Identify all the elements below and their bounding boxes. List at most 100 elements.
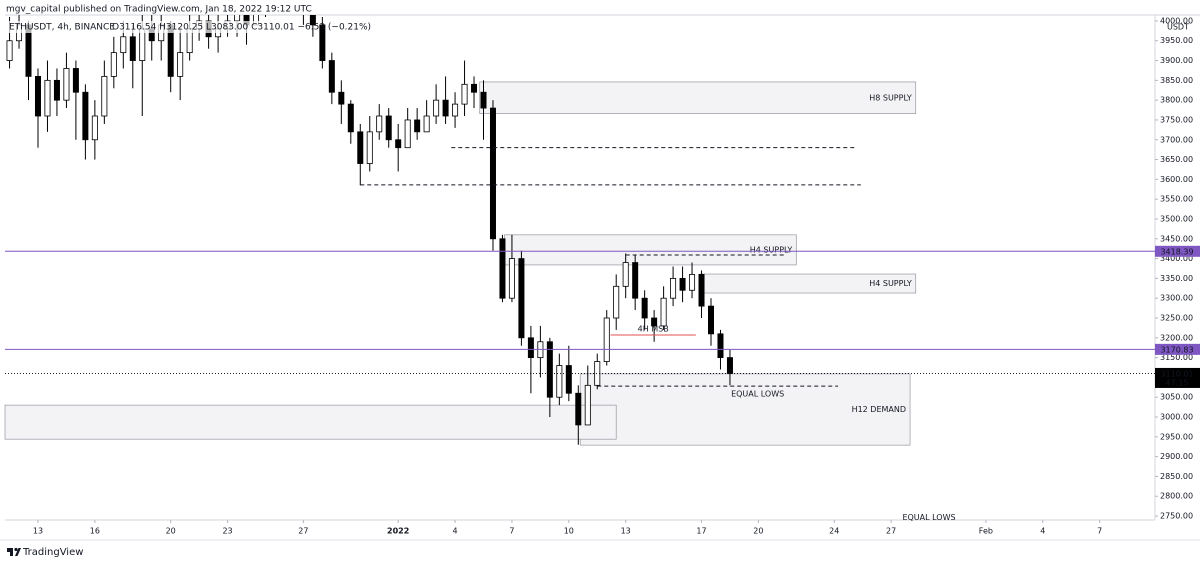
logo <box>7 547 21 556</box>
price-tag <box>1155 245 1200 257</box>
candle-body <box>423 115 430 133</box>
x-tick-label: Feb <box>979 527 993 536</box>
zone-label: H4 SUPPLY <box>869 279 912 288</box>
price-tag-label: 3170.83 <box>1160 345 1193 354</box>
brand: TradingView <box>22 547 83 558</box>
zone <box>479 81 917 114</box>
ohlc: O3116.54 H3120.25 L3083.00 C3110.01 −6.5… <box>112 23 371 33</box>
candle-body <box>319 24 326 61</box>
candle-body <box>44 79 51 117</box>
candle-body <box>708 305 715 335</box>
symbol: ETHUSDT, 4h, BINANCE <box>9 23 115 33</box>
candle-body <box>651 317 658 327</box>
currency: USDT <box>1167 23 1189 32</box>
x-tick-label: 4 <box>1040 527 1045 536</box>
y-tick-label: 3200.00 <box>1160 333 1193 342</box>
y-tick-label: 3750.00 <box>1160 115 1193 124</box>
candle-body <box>546 341 553 398</box>
level-label: 4H MSB <box>638 325 669 334</box>
candle-body <box>366 131 373 164</box>
y-tick-label: 3550.00 <box>1160 195 1193 204</box>
candle-body <box>101 75 108 117</box>
x-tick-label: 13 <box>621 527 631 536</box>
y-tick-label: 3300.00 <box>1160 294 1193 303</box>
y-tick-label: 2850.00 <box>1160 472 1193 481</box>
candle-body <box>234 15 241 22</box>
candle-body <box>632 262 639 299</box>
y-tick-label: 3850.00 <box>1160 76 1193 85</box>
y-tick-label: 2750.00 <box>1160 512 1193 521</box>
candle-body <box>660 297 667 327</box>
candle-body <box>584 384 591 426</box>
candle-body <box>385 115 392 141</box>
candle-body <box>357 131 364 164</box>
price-tag <box>1155 367 1200 388</box>
x-tick-label: 4 <box>453 527 458 536</box>
y-tick-label: 3450.00 <box>1160 234 1193 243</box>
x-tick-label: 16 <box>90 527 100 536</box>
y-tick-label: 3500.00 <box>1160 214 1193 223</box>
candle-body <box>508 258 515 299</box>
y-tick-label: 2900.00 <box>1160 452 1193 461</box>
candle-body <box>689 274 696 291</box>
candle-body <box>670 277 677 299</box>
candle-body <box>177 52 184 77</box>
x-tick-label: 24 <box>829 527 839 536</box>
candle-body <box>622 262 629 287</box>
candle-body <box>726 357 733 374</box>
candle-body <box>395 139 402 149</box>
candle-body <box>603 317 610 362</box>
candle-body <box>613 285 620 319</box>
candle-body <box>338 91 345 105</box>
candle-body <box>6 40 13 61</box>
y-tick-label: 3000.00 <box>1160 413 1193 422</box>
zone-label: H12 DEMAND <box>852 405 906 414</box>
y-tick-label: 3700.00 <box>1160 135 1193 144</box>
y-tick-label: 4000.00 <box>1160 16 1193 25</box>
candle-body <box>414 119 421 133</box>
zone-label: H8 SUPPLY <box>869 93 912 102</box>
y-tick-label: 3250.00 <box>1160 314 1193 323</box>
price-tag-label: 3110.01 <box>1160 369 1193 378</box>
x-tick-label: 27 <box>298 527 308 536</box>
countdown: 47:15 <box>1165 378 1188 387</box>
candle-body <box>565 365 572 394</box>
candle-body <box>471 83 478 93</box>
candle-body <box>63 68 70 101</box>
y-tick-label: 3050.00 <box>1160 393 1193 402</box>
candle-body <box>489 107 496 240</box>
x-tick-label: 17 <box>696 527 706 536</box>
y-tick-label: 3350.00 <box>1160 274 1193 283</box>
legend-bg <box>7 21 275 33</box>
candle-body <box>91 115 98 141</box>
candle-body <box>698 274 705 307</box>
candle-body <box>461 83 468 105</box>
candle-body <box>82 91 89 141</box>
candle-body <box>679 277 686 291</box>
candle-body <box>433 99 440 117</box>
candle-body <box>518 258 525 339</box>
x-tick-label: 7 <box>509 527 514 536</box>
candle-body <box>328 60 335 93</box>
candle-body <box>556 365 563 398</box>
candle-body <box>527 337 534 359</box>
y-tick-label: 3150.00 <box>1160 353 1193 362</box>
candle-body <box>72 68 79 93</box>
y-tick-label: 3650.00 <box>1160 155 1193 164</box>
x-tick-label: 2022 <box>387 527 409 536</box>
x-tick-label: 7 <box>1097 527 1102 536</box>
candle-body <box>347 103 354 133</box>
candle-body <box>575 392 582 426</box>
y-tick-label: 3600.00 <box>1160 175 1193 184</box>
candle-body <box>129 36 136 61</box>
candle-body <box>139 28 146 61</box>
price-tag-label: 3418.39 <box>1160 247 1193 256</box>
candle-body <box>376 115 383 133</box>
x-tick-label: 10 <box>564 527 574 536</box>
candle-body <box>480 91 487 109</box>
y-tick-label: 2800.00 <box>1160 492 1193 501</box>
candle-body <box>309 15 316 26</box>
price-tag <box>1155 343 1200 355</box>
x-tick-label: 20 <box>753 527 763 536</box>
